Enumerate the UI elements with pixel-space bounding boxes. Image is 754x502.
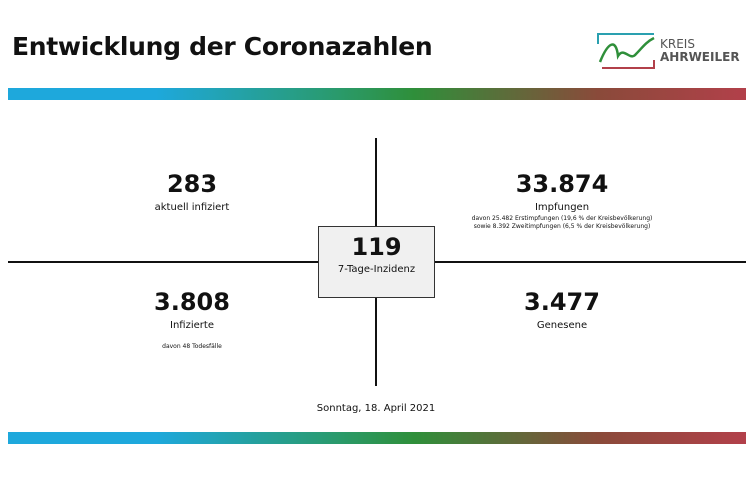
- first-vaccinations-note: davon 25.482 Erstimpfungen (19,6 % der K…: [471, 215, 653, 222]
- vaccinations-label: Impfungen: [534, 202, 590, 213]
- logo-icon: [597, 33, 655, 69]
- bottom-gradient-bar: [8, 432, 746, 444]
- date-label: Sonntag, 18. April 2021: [316, 403, 436, 414]
- deaths-note: davon 48 Todesfälle: [162, 343, 222, 350]
- logo-text-kreis: KREIS: [660, 37, 695, 51]
- incidence-value: 119: [351, 233, 402, 261]
- recovered-value: 3.477: [524, 288, 600, 316]
- page-title: Entwicklung der Coronazahlen: [12, 32, 433, 61]
- vaccinations-stat: 33.874 Impfungen davon 25.482 Erstimpfun…: [432, 170, 692, 231]
- total-infected-stat: 3.808 Infizierte davon 48 Todesfälle: [62, 288, 322, 351]
- recovered-label: Genesene: [536, 320, 588, 331]
- incidence-box: 119 7-Tage-Inzidenz: [318, 226, 435, 298]
- active-infected-stat: 283 aktuell infiziert: [62, 170, 322, 213]
- total-infected-label: Infizierte: [170, 320, 214, 331]
- active-infected-label: aktuell infiziert: [154, 202, 230, 213]
- vaccinations-value: 33.874: [515, 170, 609, 198]
- total-infected-value: 3.808: [154, 288, 230, 316]
- logo-text-ahrweiler: AHRWEILER: [660, 50, 740, 64]
- second-vaccinations-note: sowie 8.392 Zweitimpfungen (6,5 % der Kr…: [473, 223, 651, 230]
- kreis-ahrweiler-logo: KREIS AHRWEILER: [596, 32, 746, 70]
- incidence-label: 7-Tage-Inzidenz: [337, 264, 416, 275]
- top-gradient-bar: [8, 88, 746, 100]
- recovered-stat: 3.477 Genesene: [432, 288, 692, 331]
- active-infected-value: 283: [166, 170, 218, 198]
